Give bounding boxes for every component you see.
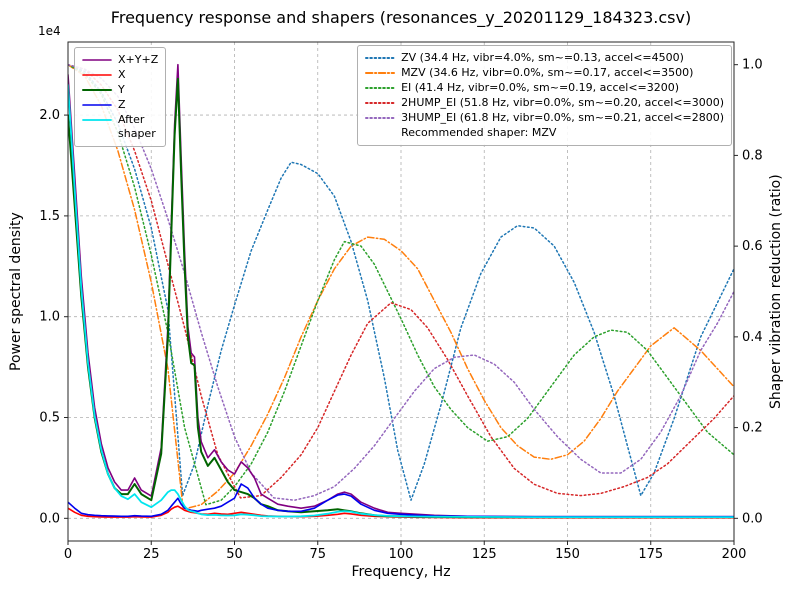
- x-tick-label: 75: [309, 547, 326, 562]
- y-right-tick-label: 0.2: [742, 421, 763, 436]
- x-tick-label: 200: [722, 547, 747, 562]
- legend-line-swatch-y: [82, 89, 112, 91]
- legend-line-swatch-zv: [365, 57, 396, 59]
- legend-item-3hump-ei: 3HUMP_EI (61.8 Hz, vibr=0.0%, sm~=0.21, …: [365, 111, 724, 125]
- legend-line-swatch-after-shaper: [82, 119, 112, 121]
- legend-shapers: ZV (34.4 Hz, vibr=4.0%, sm~=0.13, accel<…: [357, 45, 732, 146]
- legend-label-y: Y: [118, 83, 125, 96]
- y-right-axis-label: Shaper vibration reduction (ratio): [768, 174, 784, 409]
- x-tick-label: 25: [143, 547, 160, 562]
- legend-item-x-y-z-sum: X+Y+Z: [82, 53, 158, 67]
- legend-line-swatch-ei: [365, 87, 396, 89]
- legend-item-y: Y: [82, 83, 158, 97]
- legend-item-recommended-shaper-note: Recommended shaper: MZV: [365, 126, 724, 140]
- legend-line-swatch-mzv: [365, 72, 396, 74]
- legend-label-ei: EI (41.4 Hz, vibr=0.0%, sm~=0.19, accel<…: [401, 81, 680, 94]
- curve-3hump-ei: [68, 63, 734, 501]
- y-right-tick-label: 0.6: [742, 239, 763, 254]
- legend-line-swatch-x: [82, 74, 112, 76]
- x-axis-label: Frequency, Hz: [351, 564, 451, 580]
- legend-label-3hump-ei: 3HUMP_EI (61.8 Hz, vibr=0.0%, sm~=0.21, …: [401, 111, 724, 124]
- curve-zv: [68, 63, 734, 501]
- legend-item-after-shaper: After shaper: [82, 113, 158, 141]
- x-tick-label: 50: [226, 547, 243, 562]
- legend-label-mzv: MZV (34.6 Hz, vibr=0.0%, sm~=0.17, accel…: [401, 66, 694, 79]
- legend-line-swatch-3hump-ei: [365, 117, 396, 119]
- legend-label-2hump-ei: 2HUMP_EI (51.8 Hz, vibr=0.0%, sm~=0.20, …: [401, 96, 724, 109]
- y-right-tick-label: 0.0: [742, 511, 763, 526]
- y-left-tick-label: 1.5: [39, 209, 60, 224]
- x-tick-label: 100: [389, 547, 414, 562]
- y-left-offset-text: 1e4: [38, 24, 61, 38]
- x-tick-label: 0: [64, 547, 72, 562]
- curve-z: [68, 483, 734, 518]
- curve-mzv: [68, 63, 734, 510]
- x-tick-label: 125: [472, 547, 497, 562]
- legend-item-z: Z: [82, 98, 158, 112]
- curve-after-shaper: [68, 83, 734, 518]
- y-left-tick-label: 2.0: [39, 108, 60, 123]
- y-left-axis-label: Power spectral density: [8, 212, 24, 371]
- legend-line-swatch-x-y-z-sum: [82, 59, 112, 61]
- legend-item-zv: ZV (34.4 Hz, vibr=4.0%, sm~=0.13, accel<…: [365, 51, 724, 65]
- y-left-tick-label: 1.0: [39, 310, 60, 325]
- legend-label-zv: ZV (34.4 Hz, vibr=4.0%, sm~=0.13, accel<…: [401, 51, 684, 64]
- y-left-tick-label: 0.5: [39, 411, 60, 426]
- curve-ei: [68, 63, 734, 506]
- x-tick-label: 175: [638, 547, 663, 562]
- legend-label-x: X: [118, 68, 126, 81]
- y-right-tick-label: 0.8: [742, 148, 763, 163]
- curves-group: [68, 63, 734, 519]
- x-tick-label: 150: [555, 547, 580, 562]
- y-left-tick-label: 0.0: [39, 511, 60, 526]
- legend-line-swatch-z: [82, 104, 112, 106]
- legend-label-recommended-shaper-note: Recommended shaper: MZV: [401, 126, 557, 139]
- legend-item-2hump-ei: 2HUMP_EI (51.8 Hz, vibr=0.0%, sm~=0.20, …: [365, 96, 724, 110]
- legend-label-after-shaper: After shaper: [118, 113, 156, 140]
- legend-item-ei: EI (41.4 Hz, vibr=0.0%, sm~=0.19, accel<…: [365, 81, 724, 95]
- curve-2hump-ei: [68, 63, 734, 499]
- legend-psd: X+Y+Z X Y Z After shaper: [74, 47, 167, 147]
- legend-spacer: [365, 129, 395, 137]
- legend-label-z: Z: [118, 98, 126, 111]
- legend-item-mzv: MZV (34.6 Hz, vibr=0.0%, sm~=0.17, accel…: [365, 66, 724, 80]
- legend-item-x: X: [82, 68, 158, 82]
- curve-x-y-z-sum: [68, 63, 734, 518]
- legend-label-x-y-z-sum: X+Y+Z: [118, 53, 159, 66]
- y-right-tick-label: 0.4: [742, 330, 763, 345]
- y-right-tick-label: 1.0: [742, 58, 763, 73]
- legend-line-swatch-2hump-ei: [365, 102, 396, 104]
- chart-title: Frequency response and shapers (resonanc…: [110, 8, 692, 27]
